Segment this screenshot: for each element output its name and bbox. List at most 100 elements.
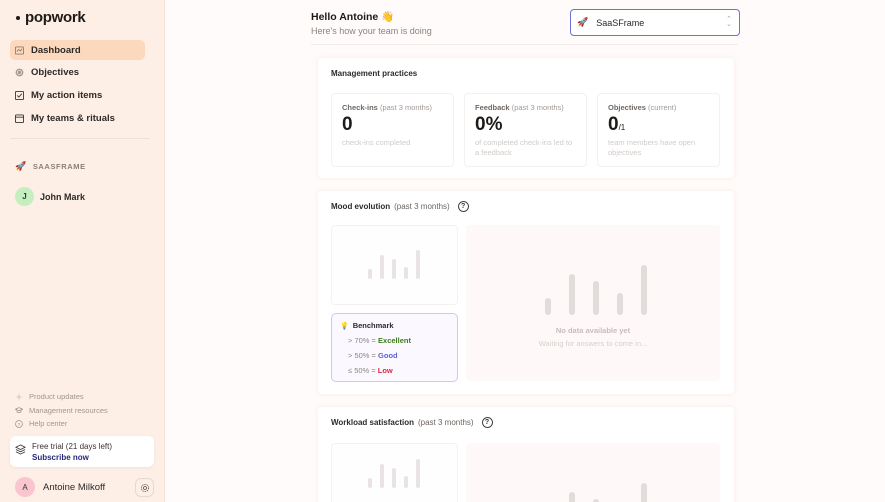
placeholder-bars [368, 250, 420, 279]
lightbulb-icon: 💡 [340, 322, 349, 330]
empty-state-subtitle: Waiting for answers to come in... [538, 339, 648, 348]
stat-desc: check-ins completed [342, 138, 411, 147]
nav-label: Dashboard [31, 44, 81, 56]
page-subtitle: Here's how your team is doing [311, 26, 432, 36]
graduation-cap-icon [15, 407, 23, 414]
benchmark-level: Good [378, 351, 398, 360]
bar [404, 267, 408, 279]
bar [416, 459, 420, 488]
benchmark-row: ≤ 50% = Low [340, 366, 457, 375]
benchmark-threshold: > 70% = [348, 336, 379, 345]
bar [593, 499, 599, 502]
sidebar-divider [10, 138, 150, 139]
user-avatar: A [15, 477, 35, 497]
stat-label-text: Feedback [475, 103, 510, 112]
bar [404, 476, 408, 488]
current-user[interactable]: A Antoine Milkoff [15, 477, 105, 497]
svg-text:?: ? [18, 422, 21, 428]
card-title: Workload satisfaction (past 3 months) ? [331, 417, 493, 428]
benchmark-row: > 70% = Excellent [340, 336, 457, 345]
link-management-resources[interactable]: Management resources [15, 404, 108, 418]
stat-desc: of completed check-ins led to a feedback [475, 138, 573, 157]
link-product-updates[interactable]: Product updates [15, 390, 108, 404]
bar [617, 293, 623, 315]
team-section-label: 🚀 SAASFRAME [15, 161, 86, 172]
stat-label-text: Check-ins [342, 103, 378, 112]
team-member[interactable]: J John Mark [15, 187, 85, 206]
card-period: (past 3 months) [417, 418, 474, 427]
page-title: Hello Antoine 👋 [311, 11, 395, 23]
nav-label: My teams & rituals [31, 112, 115, 124]
stat-period: (past 3 months) [379, 103, 433, 112]
checkbox-icon [15, 90, 24, 100]
workload-chart-empty-state [466, 443, 720, 502]
mood-chart-empty-state: No data available yet Waiting for answer… [466, 225, 720, 381]
link-label: Management resources [29, 405, 108, 415]
mood-thumbnail-chart [331, 225, 458, 305]
link-help-center[interactable]: ? Help center [15, 417, 108, 431]
benchmark-row: > 50% = Good [340, 351, 457, 360]
card-period: (past 3 months) [394, 202, 450, 211]
stat-value-number: 0 [342, 114, 353, 135]
stat-suffix: /1 [618, 123, 626, 132]
subscribe-link[interactable]: Subscribe now [32, 453, 89, 462]
placeholder-bars [368, 459, 420, 488]
rocket-icon: 🚀 [15, 161, 27, 171]
trial-text: Free trial (21 days left) [32, 442, 113, 451]
card-title: Management practices [331, 69, 417, 78]
card-title: Mood evolution (past 3 months) ? [331, 201, 469, 212]
stat-value: 0/1 [608, 114, 719, 136]
bar [380, 464, 384, 488]
placeholder-bars [545, 265, 647, 315]
link-label: Product updates [29, 392, 84, 402]
stat-period: (current) [648, 103, 677, 112]
nav-item-teams-rituals[interactable]: My teams & rituals [10, 108, 145, 128]
member-name: John Mark [40, 191, 86, 202]
benchmark-level: Excellent [378, 336, 411, 345]
stat-label-text: Objectives [608, 103, 646, 112]
stat-value: 0% [475, 114, 586, 136]
bar [569, 274, 575, 315]
layers-icon [14, 442, 27, 467]
card-title-text: Mood evolution [331, 202, 391, 211]
stat-label: Check-ins (past 3 months) [342, 103, 453, 112]
nav-item-objectives[interactable]: Objectives [10, 63, 145, 83]
team-select[interactable]: 🚀 SaaSFrame ⌃ ⌄ [570, 9, 740, 36]
main-nav: Dashboard Objectives My action items My … [10, 40, 145, 131]
help-circle-icon: ? [15, 419, 23, 428]
bar [641, 265, 647, 315]
bar [368, 269, 372, 279]
dashboard-icon [15, 45, 24, 55]
benchmark-threshold: > 50% = [348, 351, 379, 360]
benchmark-title-text: Benchmark [352, 321, 394, 330]
user-name: Antoine Milkoff [43, 481, 106, 493]
empty-state-title: No data available yet [555, 326, 631, 335]
stat-label: Feedback (past 3 months) [475, 103, 586, 112]
card-title-text: Management practices [331, 69, 418, 78]
help-icon[interactable]: ? [457, 201, 469, 212]
management-practices-card: Management practices Check-ins (past 3 m… [318, 58, 734, 178]
bar [545, 298, 551, 315]
trial-banner: Free trial (21 days left) Subscribe now [10, 436, 154, 467]
nav-item-dashboard[interactable]: Dashboard [10, 40, 145, 60]
chevron-updown-icon: ⌃ ⌄ [726, 16, 732, 28]
team-select-value: SaaSFrame [596, 17, 645, 28]
nav-item-action-items[interactable]: My action items [10, 85, 145, 105]
logo[interactable]: popwork [16, 9, 86, 26]
link-label: Help center [29, 419, 68, 429]
stat-value-number: 0% [475, 114, 503, 135]
stat-label: Objectives (current) [608, 103, 719, 112]
gear-icon [140, 483, 149, 492]
stat-desc: team members have open objectives [608, 138, 696, 157]
help-icon[interactable]: ? [481, 417, 493, 428]
card-title-text: Workload satisfaction [331, 418, 414, 427]
settings-button[interactable] [135, 478, 154, 497]
benchmark-title: 💡 Benchmark [340, 321, 457, 330]
logo-text: popwork [25, 9, 86, 26]
benchmark-level: Low [377, 366, 393, 375]
bar [380, 255, 384, 279]
logo-dot [16, 15, 20, 20]
sidebar: popwork Dashboard Objectives My action i… [0, 0, 165, 502]
sparkle-icon [15, 392, 23, 401]
avatar: J [15, 187, 34, 206]
